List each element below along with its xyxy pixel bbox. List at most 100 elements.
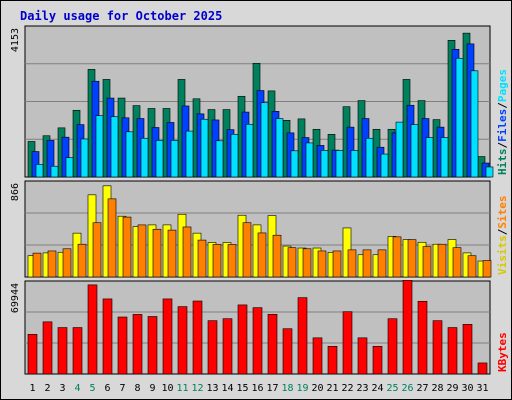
day-label-26: 26	[401, 383, 413, 394]
day-label-11: 11	[176, 383, 188, 394]
bar-kbytes-day-27	[417, 300, 428, 375]
day-label-25: 25	[386, 383, 398, 394]
bar-pages-day-25	[395, 121, 404, 178]
bar-sites-day-13	[212, 244, 222, 278]
bar-sites-day-17	[272, 234, 282, 278]
bar-pages-day-7	[125, 131, 134, 178]
chart-title: Daily usage for October 2025	[20, 9, 222, 23]
bar-kbytes-day-29	[447, 327, 458, 375]
bar-pages-day-15	[245, 123, 254, 178]
bar-pages-day-18	[290, 150, 299, 178]
panel-side-label: Visits/Sites	[496, 196, 509, 276]
day-label-3: 3	[59, 383, 65, 394]
day-label-22: 22	[341, 383, 353, 394]
bar-sites-day-5	[92, 222, 102, 278]
day-label-31: 31	[476, 383, 488, 394]
bar-sites-day-2	[47, 250, 57, 278]
bar-sites-day-30	[467, 255, 477, 278]
y-max-label: 4153	[10, 28, 21, 52]
bar-sites-day-24	[377, 249, 387, 278]
day-label-28: 28	[431, 383, 443, 394]
bar-kbytes-day-5	[87, 284, 98, 375]
bar-kbytes-day-25	[387, 318, 398, 375]
side-label-separator: /	[496, 142, 509, 149]
bar-sites-day-7	[122, 216, 132, 278]
bar-pages-day-29	[455, 57, 464, 178]
bar-sites-day-14	[227, 244, 237, 278]
side-label-separator: /	[496, 102, 509, 109]
bar-files-day-2	[46, 140, 55, 178]
bar-sites-day-29	[452, 247, 462, 278]
day-label-30: 30	[461, 383, 473, 394]
panel-kbytes: 69944 KBytes	[10, 280, 509, 375]
bar-pages-day-17	[275, 118, 284, 178]
panel-visits-sites: 866 Visits/Sites	[10, 180, 509, 278]
day-label-17: 17	[266, 383, 278, 394]
day-label-6: 6	[104, 383, 110, 394]
bar-sites-day-11	[182, 226, 192, 278]
day-label-18: 18	[281, 383, 293, 394]
bar-sites-day-20	[317, 250, 327, 278]
bar-pages-day-31	[485, 166, 494, 178]
bar-pages-day-9	[155, 140, 164, 178]
day-label-8: 8	[134, 383, 140, 394]
day-label-4: 4	[74, 383, 80, 394]
side-label-files: Files	[496, 109, 509, 142]
bar-pages-day-30	[470, 70, 479, 178]
day-label-9: 9	[149, 383, 155, 394]
bar-pages-day-23	[365, 137, 374, 178]
bar-kbytes-day-22	[342, 311, 353, 375]
day-label-23: 23	[356, 383, 368, 394]
bar-pages-day-10	[170, 140, 179, 178]
day-label-1: 1	[29, 383, 35, 394]
bar-kbytes-day-30	[462, 324, 473, 375]
bar-sites-day-18	[287, 247, 297, 278]
panel-side-label: KBytes	[496, 332, 509, 372]
day-label-5: 5	[89, 383, 95, 394]
bar-kbytes-day-15	[237, 304, 248, 375]
day-label-27: 27	[416, 383, 428, 394]
bar-pages-day-27	[425, 137, 434, 178]
chart-panels: 4153Hits/Files/Pages866Visits/Sites69944…	[10, 25, 509, 375]
side-label-sites: Sites	[496, 196, 509, 229]
day-label-7: 7	[119, 383, 125, 394]
day-label-29: 29	[446, 383, 458, 394]
bar-pages-day-6	[110, 116, 119, 178]
bar-sites-day-15	[242, 222, 252, 278]
bar-kbytes-day-16	[252, 307, 263, 375]
day-label-15: 15	[236, 383, 248, 394]
bar-pages-day-12	[200, 118, 209, 178]
bar-pages-day-14	[230, 134, 239, 178]
bar-sites-day-12	[197, 239, 207, 278]
bar-sites-day-6	[107, 198, 117, 278]
bar-kbytes-day-6	[102, 298, 113, 375]
bar-sites-day-26	[407, 239, 417, 278]
bar-kbytes-day-23	[357, 337, 368, 375]
bar-pages-day-22	[350, 150, 359, 178]
bar-kbytes-day-10	[162, 298, 173, 375]
bar-kbytes-day-21	[327, 345, 338, 375]
day-labels: 1 2 3 4 5 6 7 8 9 10 11 12 13 14 15 16 17 18 19 20 21 22 23 24 2…	[29, 383, 488, 394]
bar-pages-day-11	[185, 130, 194, 178]
y-max-label: 69944	[10, 283, 21, 313]
bar-sites-day-9	[152, 228, 162, 278]
bar-kbytes-day-11	[177, 306, 188, 375]
bar-pages-day-16	[260, 102, 269, 178]
bar-kbytes-day-7	[117, 316, 128, 375]
bar-pages-day-4	[80, 138, 89, 178]
day-label-10: 10	[161, 383, 173, 394]
bar-kbytes-day-26	[402, 280, 413, 375]
bar-sites-day-16	[257, 232, 267, 278]
bar-pages-day-5	[95, 115, 104, 178]
bar-sites-day-27	[422, 246, 432, 278]
day-label-12: 12	[191, 383, 203, 394]
day-label-13: 13	[206, 383, 218, 394]
bar-sites-day-22	[347, 249, 357, 278]
bar-kbytes-day-8	[132, 314, 143, 375]
bar-kbytes-day-4	[72, 327, 83, 375]
side-label-hits: Hits	[496, 149, 509, 176]
bar-kbytes-day-2	[42, 321, 53, 375]
